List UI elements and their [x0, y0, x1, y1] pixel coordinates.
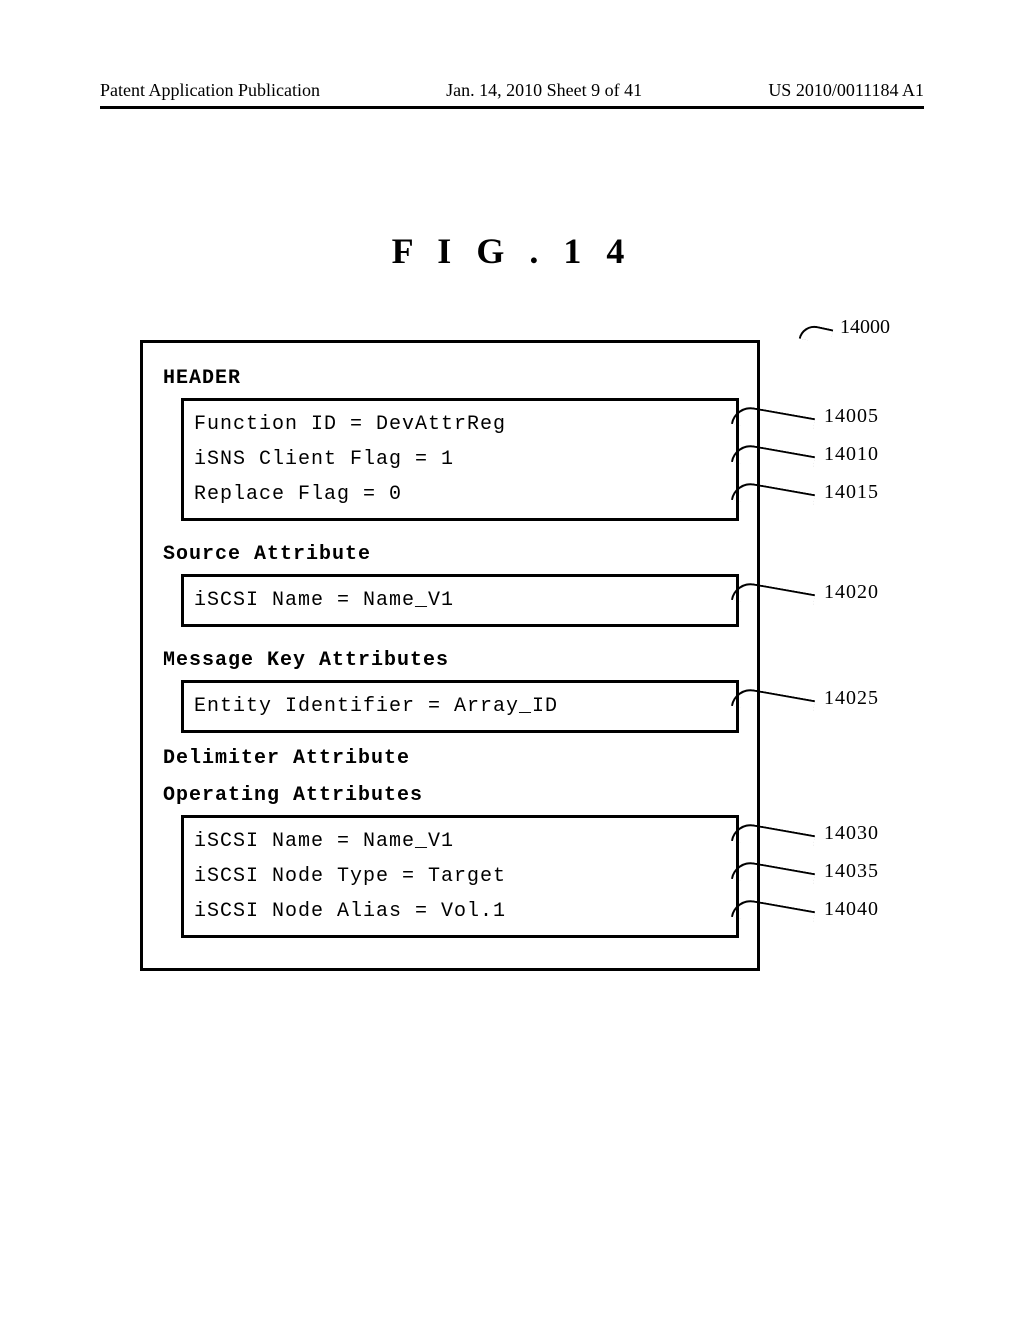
- operating-row: iSCSI Node Alias = Vol.1 14040: [194, 894, 726, 929]
- ref-label: 14030: [824, 822, 879, 845]
- header-rule: [100, 106, 924, 109]
- header-row: iSNS Client Flag = 1 14010: [194, 442, 726, 477]
- section-header-title: HEADER: [163, 367, 739, 390]
- source-row: iSCSI Name = Name_V1 14020: [194, 583, 726, 618]
- page-header: Patent Application Publication Jan. 14, …: [100, 80, 924, 107]
- ref-label: 14020: [824, 581, 879, 604]
- row-text: Replace Flag = 0: [194, 483, 402, 506]
- msgkey-row: Entity Identifier = Array_ID 14025: [194, 689, 726, 724]
- row-text: Function ID = DevAttrReg: [194, 413, 506, 436]
- operating-sub-box: iSCSI Name = Name_V1 14030 iSCSI Node Ty…: [181, 815, 739, 938]
- diagram: 14000 HEADER Function ID = DevAttrReg 14…: [140, 340, 760, 971]
- msgkey-sub-box: Entity Identifier = Array_ID 14025: [181, 680, 739, 733]
- ref-label: 14025: [824, 687, 879, 710]
- ref-label: 14015: [824, 481, 879, 504]
- header-row: Function ID = DevAttrReg 14005: [194, 407, 726, 442]
- row-text: Entity Identifier = Array_ID: [194, 695, 558, 718]
- operating-row: iSCSI Name = Name_V1 14030: [194, 824, 726, 859]
- ref-label: 14035: [824, 860, 879, 883]
- header-center: Jan. 14, 2010 Sheet 9 of 41: [446, 80, 642, 101]
- ref-label: 14040: [824, 898, 879, 921]
- section-msgkey-title: Message Key Attributes: [163, 649, 739, 672]
- row-text: iSNS Client Flag = 1: [194, 448, 454, 471]
- operating-row: iSCSI Node Type = Target 14035: [194, 859, 726, 894]
- header-sub-box: Function ID = DevAttrReg 14005 iSNS Clie…: [181, 398, 739, 521]
- section-source-title: Source Attribute: [163, 543, 739, 566]
- row-text: iSCSI Name = Name_V1: [194, 589, 454, 612]
- outer-box: HEADER Function ID = DevAttrReg 14005 iS…: [140, 340, 760, 971]
- box-ref-14000: 14000: [840, 316, 890, 339]
- row-text: iSCSI Name = Name_V1: [194, 830, 454, 853]
- header-right: US 2010/0011184 A1: [768, 80, 924, 101]
- row-text: iSCSI Node Alias = Vol.1: [194, 900, 506, 923]
- header-row: Replace Flag = 0 14015: [194, 477, 726, 512]
- ref-label: 14010: [824, 443, 879, 466]
- row-text: iSCSI Node Type = Target: [194, 865, 506, 888]
- source-sub-box: iSCSI Name = Name_V1 14020: [181, 574, 739, 627]
- ref-label: 14005: [824, 405, 879, 428]
- figure-title: F I G . 1 4: [0, 230, 1024, 272]
- header-left: Patent Application Publication: [100, 80, 320, 101]
- section-operating-title: Operating Attributes: [163, 784, 739, 807]
- section-delimiter-title: Delimiter Attribute: [163, 747, 739, 770]
